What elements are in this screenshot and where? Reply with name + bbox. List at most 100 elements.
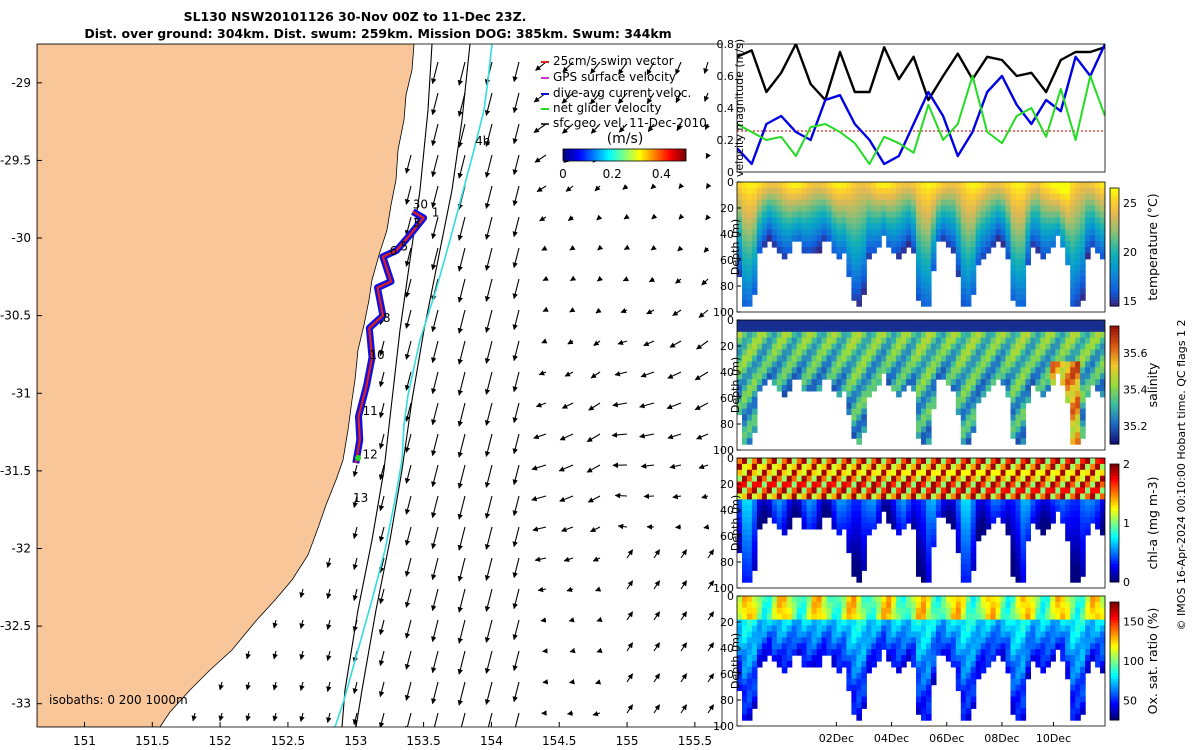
day-label: 5 <box>401 239 409 253</box>
current-vector <box>378 433 385 450</box>
current-vector <box>596 616 603 622</box>
map-y-tick-label: -30.5 <box>0 309 31 323</box>
current-vector <box>588 402 601 411</box>
current-vector <box>512 464 520 486</box>
current-vector <box>533 123 547 134</box>
map-x-tick-label: 151.5 <box>135 734 169 748</box>
day-label: 30 <box>413 198 428 212</box>
current-vector <box>593 340 601 346</box>
current-vector <box>594 185 601 192</box>
current-vector <box>512 340 520 362</box>
current-vector <box>378 712 385 727</box>
section-y-tick-label: 20 <box>720 478 734 491</box>
current-vector <box>703 92 710 102</box>
map-x-tick-label: 153 <box>344 734 367 748</box>
current-vector <box>431 185 439 209</box>
current-vector <box>590 526 601 533</box>
map-x-tick-label: 151 <box>73 734 96 748</box>
current-vector <box>299 681 305 692</box>
velocity-panel: 0 0.2 0.4 0.6 0.8 velocity magnitude (m/s) <box>717 38 1106 179</box>
current-vector <box>640 463 655 469</box>
map-y-ticks: -29 -29.5 -30 -30.5 -31 -31.5 -32 -32.5 -33 <box>0 76 42 711</box>
current-vector <box>566 710 574 716</box>
current-vector <box>646 309 655 315</box>
current-vector <box>626 673 634 683</box>
current-vector <box>326 588 332 600</box>
current-vector <box>707 642 715 652</box>
current-vector <box>431 123 439 147</box>
current-vector <box>535 61 547 71</box>
current-vector <box>559 495 574 502</box>
current-vector <box>614 492 628 499</box>
section-y-tick-label: 80 <box>720 694 734 707</box>
current-vector <box>512 154 520 176</box>
current-vector <box>559 433 574 441</box>
current-vector <box>404 712 412 727</box>
current-vector <box>667 371 682 379</box>
current-vector <box>431 619 439 643</box>
velocity-series-line <box>737 75 1105 165</box>
current-vector <box>705 152 711 159</box>
current-vector <box>532 526 547 532</box>
current-vector <box>639 433 655 439</box>
section-ylabel: Depth (m) <box>729 495 742 551</box>
velocity-series <box>737 44 1105 166</box>
current-vector <box>542 306 549 312</box>
current-vector <box>592 556 601 562</box>
day-label: 11 <box>363 404 378 418</box>
day-label: 12 <box>363 447 378 461</box>
current-vector <box>299 712 305 723</box>
current-vector <box>707 549 715 559</box>
velocity-ylabel: velocity magnitude (m/s) <box>733 39 746 177</box>
current-vector <box>703 524 710 530</box>
current-vector <box>698 463 709 470</box>
colorbar-tick-label: 25 <box>1123 197 1137 210</box>
section-y-tick-label: 60 <box>720 254 734 267</box>
current-vector <box>677 245 684 252</box>
current-vector <box>431 557 439 581</box>
colorbar-tick-label: 150 <box>1123 616 1144 629</box>
current-vector <box>457 433 466 458</box>
colorbar-label: chl-a (mg m-3) <box>1145 477 1160 570</box>
current-vector <box>299 650 305 661</box>
section-ylabel: Depth (m) <box>729 219 742 275</box>
current-vector <box>245 712 251 722</box>
colorbar-label: Ox. sat. ratio (%) <box>1145 608 1160 715</box>
isobath-200m <box>355 44 471 727</box>
current-vector <box>542 275 549 281</box>
colorbar-tick-label: 100 <box>1123 655 1144 668</box>
current-vector <box>484 92 493 116</box>
section-y-tick-label: 100 <box>713 444 734 457</box>
current-vector <box>484 650 493 674</box>
current-vector <box>457 464 466 489</box>
current-vector <box>431 154 439 178</box>
current-vector <box>378 464 385 481</box>
current-vector <box>596 214 603 221</box>
current-vector <box>694 402 709 411</box>
current-vector <box>565 185 574 192</box>
current-vector <box>431 309 439 333</box>
current-vector <box>564 371 574 377</box>
current-vector <box>431 526 439 550</box>
velocity-y-tick-label: 0 <box>727 166 734 179</box>
current-vector <box>640 371 655 378</box>
current-vectors <box>191 61 715 727</box>
day-label: 6 <box>390 244 398 258</box>
current-vector <box>669 463 682 470</box>
current-vector <box>431 433 439 457</box>
map-x-ticks: 151 151.5 152 152.5 153 153.5 154 154.5 155 155.5 <box>73 722 712 748</box>
colorbar-tick-label: 0 <box>559 167 567 181</box>
current-vector <box>562 61 574 73</box>
section-x-tick-label: 02Dec <box>819 732 854 745</box>
current-vector <box>378 557 385 574</box>
isobath-1000m <box>334 44 493 727</box>
current-vector <box>484 278 493 302</box>
current-vector <box>676 123 682 132</box>
current-vector <box>512 61 520 83</box>
current-vector <box>643 493 655 499</box>
current-vector <box>484 340 493 364</box>
map-colorbar: 0 0.2 0.4 <box>559 148 687 181</box>
map-y-tick-label: -29.5 <box>0 153 31 167</box>
current-vector <box>701 493 709 500</box>
